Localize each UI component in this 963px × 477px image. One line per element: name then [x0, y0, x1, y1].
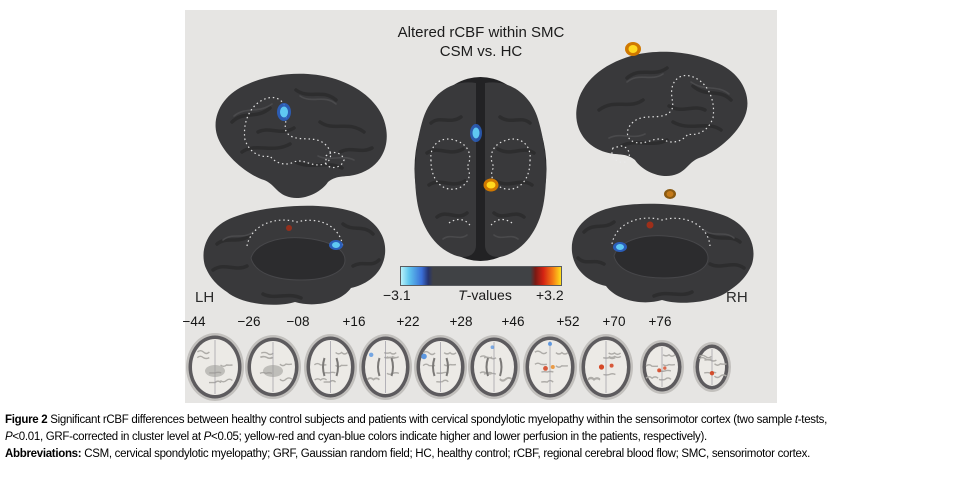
caption-line-2: P<0.01, GRF-corrected in cluster level a… — [5, 429, 960, 446]
t-value-colorbar — [400, 266, 562, 286]
slice-coordinate-label: +46 — [501, 314, 525, 329]
positive-cluster-faint — [286, 225, 292, 231]
caption-text: -tests, — [797, 414, 828, 426]
negative-cluster-core — [280, 106, 288, 118]
negative-cluster-core — [472, 127, 480, 139]
left-hemisphere-label: LH — [195, 289, 215, 306]
caption-line-1: Figure 2 Significant rCBF differences be… — [5, 412, 960, 429]
slice-coordinate-label: −08 — [286, 314, 310, 329]
axial-slice — [467, 334, 521, 405]
figure-title-line1: Altered rCBF within SMC — [397, 24, 565, 41]
brain-dorsal-view — [414, 77, 547, 261]
smc-dotted-outline — [611, 217, 711, 247]
brain-lateral-left-hemisphere — [215, 73, 387, 199]
axial-slice — [244, 334, 302, 405]
colorbar-title-t: T — [458, 287, 467, 303]
smc-dotted-outline-small — [611, 145, 630, 163]
colorbar-min-label: −3.1 — [383, 287, 411, 303]
right-hemisphere-label: RH — [726, 289, 748, 306]
smc-dotted-outline — [626, 74, 715, 144]
caption-text: <0.01, GRF-corrected in cluster level at — [12, 431, 204, 443]
caption-text: Significant rCBF differences between hea… — [50, 414, 795, 426]
caption-text: Figure 2 — [5, 414, 51, 426]
axial-slice — [639, 339, 685, 400]
negative-cluster-core — [332, 242, 340, 248]
slice-coordinate-label: +22 — [396, 314, 420, 329]
positive-cluster-top-core — [666, 191, 674, 197]
negative-cluster-core — [616, 244, 624, 250]
slice-coordinate-label: +28 — [449, 314, 473, 329]
slice-coordinate-label: −26 — [237, 314, 261, 329]
figure-title: Altered rCBF within SMC CSM vs. HC — [185, 23, 777, 61]
caption-text: Abbreviations: — [5, 448, 85, 460]
smc-dotted-outline — [243, 96, 332, 166]
axial-slice — [358, 333, 413, 406]
axial-slice — [413, 334, 468, 405]
colorbar-title: T-values — [430, 287, 540, 303]
figure-caption: Figure 2 Significant rCBF differences be… — [5, 412, 960, 463]
axial-slice — [185, 332, 245, 407]
slice-coordinate-label: +70 — [602, 314, 626, 329]
axial-slice — [522, 333, 578, 406]
figure-title-line2: CSM vs. HC — [439, 43, 523, 60]
figure-panel: Altered rCBF within SMC CSM vs. HC — [182, 10, 777, 406]
slice-coordinate-label: +16 — [342, 314, 366, 329]
smc-dotted-outline — [246, 219, 344, 249]
colorbar-title-rest: -values — [466, 287, 512, 303]
axial-slice — [578, 333, 634, 406]
caption-text: CSM, cervical spondylotic myelopathy; GR… — [84, 448, 810, 460]
caption-text: t — [794, 414, 798, 426]
smc-dotted-outline-right — [490, 138, 531, 190]
caption-text: P — [5, 431, 13, 443]
slice-coordinate-label: −44 — [182, 314, 206, 329]
brain-medial-left-hemisphere — [203, 205, 386, 305]
smc-dotted-outline-left — [430, 138, 471, 190]
positive-cluster-core — [486, 181, 496, 189]
brain-medial-right-hemisphere — [571, 189, 754, 303]
smc-dotted-outline-small — [325, 151, 345, 169]
colorbar-max-label: +3.2 — [536, 287, 564, 303]
axial-slice — [692, 341, 732, 398]
positive-cluster-core — [628, 45, 638, 53]
slice-coordinate-label: +76 — [648, 314, 672, 329]
slice-coordinate-label: +52 — [556, 314, 580, 329]
caption-line-3: Abbreviations: CSM, cervical spondylotic… — [5, 446, 960, 463]
axial-slice — [303, 333, 358, 406]
caption-text: <0.05; yellow-red and cyan-blue colors i… — [211, 431, 707, 443]
positive-cluster — [646, 221, 654, 229]
caption-text: P — [203, 431, 212, 443]
brain-lateral-right-hemisphere — [576, 42, 748, 177]
